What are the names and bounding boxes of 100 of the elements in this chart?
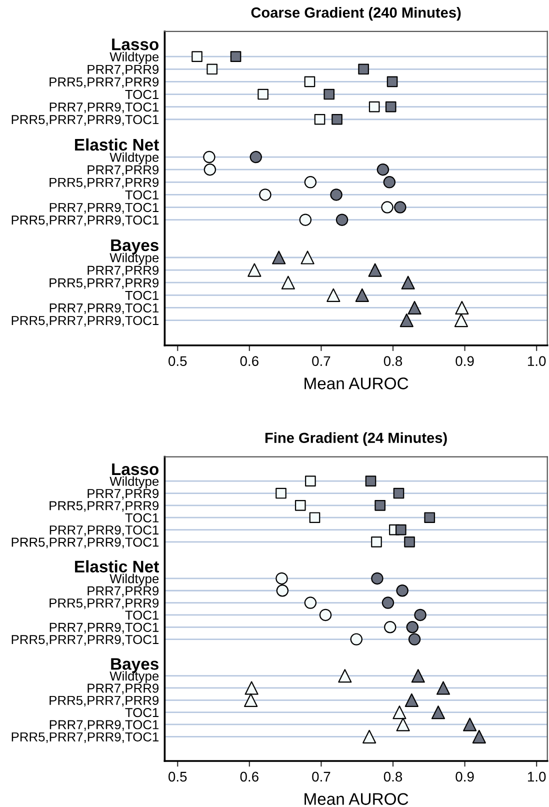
chart-title: Fine Gradient (24 Minutes) (265, 432, 447, 446)
point (384, 621, 396, 634)
point (472, 730, 486, 744)
point (365, 476, 376, 487)
y-tick-label: PRR5,PRR7,PRR9 (50, 598, 159, 610)
y-tick-label: PRR5,PRR7,PRR9,TOC1 (12, 215, 159, 226)
point (294, 500, 306, 511)
y-tick-label: PRR7,PRR9 (88, 488, 159, 500)
y-tick-label: PRR5,PRR7,PRR9,TOC1 (12, 538, 159, 548)
y-tick-label: PRR7,PRR9,TOC1 (50, 102, 159, 114)
x-tick-label: 0.7 (312, 772, 330, 782)
point (338, 669, 352, 683)
x-tick-label: 1.0 (528, 356, 546, 366)
point (276, 572, 288, 585)
point (276, 488, 286, 499)
point (408, 300, 422, 315)
point (304, 76, 316, 88)
x-tick-label: 0.9 (456, 356, 474, 366)
point (203, 150, 216, 164)
y-tick-label: PRR7,PRR9,TOC1 (50, 720, 159, 731)
y-tick-label: PRR7,PRR9 (88, 266, 159, 276)
y-tick-label: PRR7,PRR9,TOC1 (50, 202, 159, 214)
x-tick-label: 0.8 (384, 772, 402, 782)
point (326, 288, 340, 302)
point (304, 596, 317, 609)
y-tick-label: PRR5,PRR7,PRR9 (50, 77, 159, 88)
y-tick-label: PRR5,PRR7,PRR9,TOC1 (12, 115, 159, 126)
y-tick-label: PRR5,PRR7,PRR9 (50, 696, 159, 706)
point (376, 163, 390, 176)
y-tick-label: TOC1 (125, 290, 159, 300)
y-tick-label: PRR5,PRR7,PRR9,TOC1 (12, 732, 159, 743)
y-tick-label: Wildtype (110, 252, 159, 265)
x-tick-label: 1.0 (528, 772, 546, 782)
point (404, 693, 418, 707)
point (394, 201, 406, 214)
point (383, 176, 396, 188)
point (408, 633, 421, 646)
point (319, 608, 332, 622)
x-axis-title: Mean AUROC (304, 793, 408, 805)
point (259, 188, 272, 201)
y-tick-label: PRR5,PRR7,PRR9 (50, 501, 159, 512)
point (374, 500, 386, 511)
y-tick-label: PRR5,PRR7,PRR9 (50, 278, 159, 289)
point (381, 201, 394, 214)
y-tick-label: PRR5,PRR7,PRR9 (50, 178, 159, 188)
point (314, 114, 326, 125)
x-tick-label: 0.9 (456, 772, 474, 782)
point (436, 681, 450, 695)
y-tick-label: PRR7,PRR9,TOC1 (50, 303, 159, 314)
point (385, 101, 396, 112)
point (272, 250, 286, 264)
x-tick-label: 0.5 (168, 356, 187, 366)
point (192, 51, 202, 62)
point (324, 88, 335, 100)
point (463, 718, 477, 732)
point (392, 706, 406, 720)
y-tick-label: Lasso (112, 464, 158, 476)
y-tick-label: PRR5,PRR7,PRR9,TOC1 (12, 634, 159, 646)
y-tick-label: Bayes (111, 240, 158, 254)
y-tick-label: Lasso (112, 38, 158, 50)
point (386, 76, 398, 88)
y-tick-label: PRR7,PRR9 (88, 586, 159, 597)
point (431, 706, 446, 720)
y-tick-label: TOC1 (125, 90, 159, 100)
point (332, 114, 342, 125)
y-tick-label: PRR7,PRR9,TOC1 (50, 525, 159, 536)
y-tick-label: TOC1 (125, 513, 159, 522)
chart-title: Coarse Gradient (240 Minutes) (251, 7, 461, 21)
x-axis-title: Mean AUROC (304, 378, 408, 390)
point (455, 300, 469, 315)
point (401, 276, 415, 290)
point (248, 263, 262, 277)
y-tick-label: Wildtype (110, 671, 159, 684)
y-tick-label: TOC1 (125, 610, 159, 620)
point (371, 536, 382, 548)
point (250, 150, 262, 164)
y-tick-label: PRR7,PRR9 (88, 64, 159, 76)
y-tick-label: PRR7,PRR9 (88, 165, 159, 176)
point (400, 313, 414, 328)
point (281, 276, 295, 290)
point (395, 524, 406, 536)
point (358, 64, 369, 75)
point (300, 250, 314, 264)
y-tick-label: Wildtype (110, 152, 159, 164)
point (355, 288, 369, 302)
y-tick-label: Wildtype (110, 52, 159, 64)
point (350, 633, 362, 646)
point (368, 101, 380, 112)
point (393, 488, 404, 499)
y-tick-label: Elastic Net (75, 138, 159, 151)
point (404, 536, 415, 548)
point (299, 214, 312, 226)
point (309, 512, 320, 524)
point (454, 313, 468, 328)
point (414, 608, 426, 622)
point (382, 596, 394, 609)
point (368, 263, 382, 277)
point (206, 64, 218, 75)
point (258, 88, 268, 100)
point (411, 669, 425, 683)
